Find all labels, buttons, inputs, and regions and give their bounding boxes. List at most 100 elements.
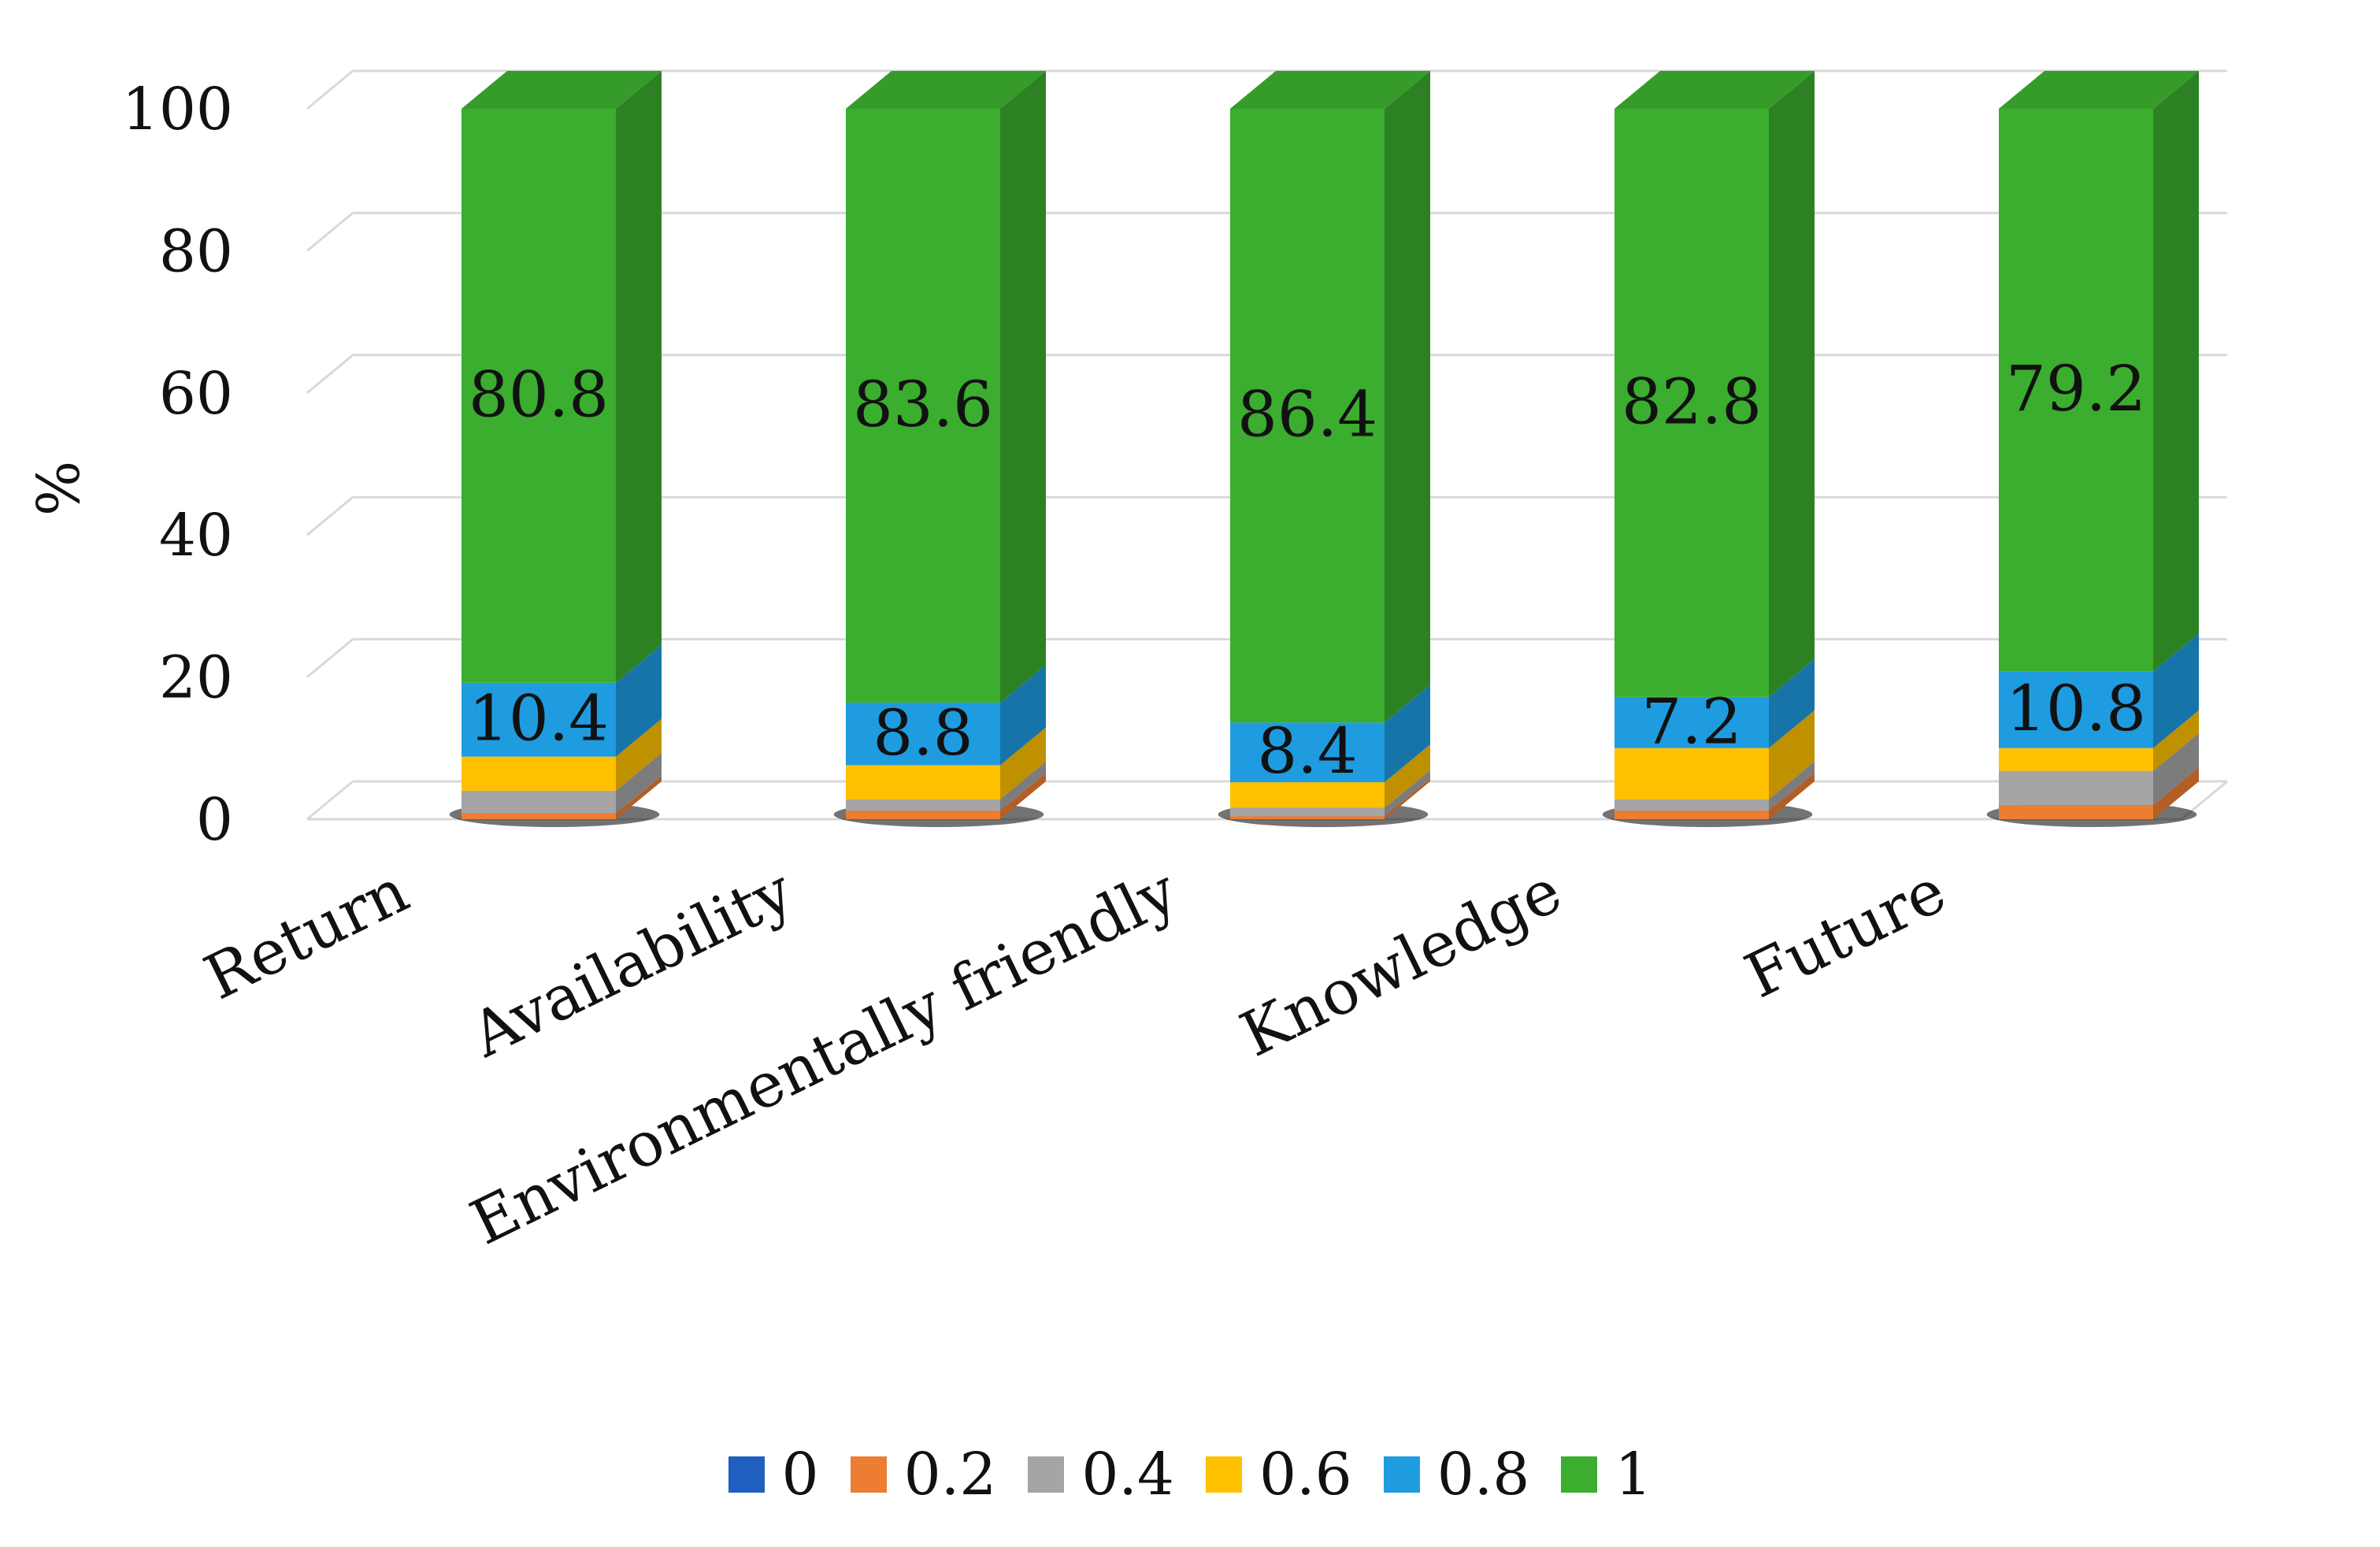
y-tick-label: 0 <box>196 786 233 854</box>
bar-segment-side <box>1385 778 1430 819</box>
bar-segment-side <box>1000 727 1046 799</box>
bar-segment <box>846 703 1000 766</box>
bar-segment <box>1999 770 2153 805</box>
bar-segment-side <box>616 718 662 791</box>
bar-segment <box>846 811 1000 819</box>
legend-swatch <box>728 1456 765 1493</box>
y-tick-label: 20 <box>159 644 233 712</box>
bar-segment-side <box>616 752 662 814</box>
bar-segment <box>1999 109 2153 672</box>
x-tick-label: Knowledge <box>1230 855 1572 1070</box>
bar-segment-side <box>2153 766 2199 819</box>
bar-segment <box>1614 799 1769 811</box>
bar-segment-side <box>1385 770 1430 817</box>
bar-segment <box>1999 748 2153 771</box>
bar-segment <box>1614 696 1769 748</box>
y-axis-ticks: 0 20 40 60 80 100 <box>122 76 233 854</box>
bar-segment-side <box>1000 665 1046 766</box>
bar-segment <box>462 813 616 819</box>
bar-segment <box>462 790 616 814</box>
data-label: 80.8 <box>469 358 609 431</box>
bar-segment <box>1230 816 1385 819</box>
bar-segment <box>1230 109 1385 723</box>
legend-label: 0.6 <box>1259 1441 1352 1508</box>
legend: 0 0.2 0.4 0.6 0.8 1 <box>0 1427 2380 1522</box>
bar-segment <box>846 109 1000 703</box>
bar-segment-side <box>616 775 662 819</box>
y-tick-label: 60 <box>159 360 233 428</box>
bar-segment <box>462 756 616 791</box>
bar-segment <box>846 799 1000 811</box>
bar-segment <box>462 109 616 683</box>
bar-segment-side <box>1385 684 1430 783</box>
data-label: 8.8 <box>873 696 973 770</box>
bar-segment-side <box>1000 773 1046 819</box>
y-tick-label: 100 <box>122 76 233 143</box>
bar-segment-side <box>2153 710 2199 771</box>
gridline-depth <box>306 69 354 110</box>
gridline-depth <box>306 212 354 252</box>
bar-segment-side <box>1769 710 1815 799</box>
data-label: 79.2 <box>2006 352 2146 425</box>
bar-segment-side <box>1385 71 1430 723</box>
legend-label: 0.4 <box>1081 1441 1174 1508</box>
legend-item: 0 <box>728 1441 819 1508</box>
gridline-depth <box>306 496 354 536</box>
bar-segment-side <box>2153 733 2199 805</box>
gridline-depth <box>306 780 354 821</box>
legend-swatch <box>1561 1456 1598 1493</box>
y-tick-label: 40 <box>159 502 233 569</box>
legend-item: 0.2 <box>850 1441 997 1508</box>
bar-segment <box>1999 804 2153 819</box>
bar-segment-side <box>2153 633 2199 748</box>
bar-top-face <box>1999 71 2199 109</box>
bar-segment-side <box>616 644 662 757</box>
data-label: 10.4 <box>469 682 609 755</box>
bar-segment <box>1614 748 1769 799</box>
legend-item: 0.6 <box>1206 1441 1352 1508</box>
bar-segment-side <box>1385 744 1430 808</box>
legend-item: 1 <box>1561 1441 1652 1508</box>
bar-segment-side <box>1769 773 1815 819</box>
bar-segment-side <box>2153 71 2199 672</box>
legend-label: 0.8 <box>1437 1441 1530 1508</box>
gridline-depth <box>306 354 354 394</box>
bar-segment <box>1230 722 1385 783</box>
bar-segment-side <box>1769 658 1815 748</box>
legend-item: 0.4 <box>1028 1441 1174 1508</box>
x-tick-label: Future <box>1735 855 1957 1012</box>
data-label: 7.2 <box>1641 684 1741 758</box>
x-tick-label: Availability <box>460 855 803 1071</box>
data-label: 82.8 <box>1622 365 1762 438</box>
bars: 80.8 10.4 83.6 8.8 86.4 8.4 82.8 7.2 79.2 10.8 <box>449 71 2199 827</box>
bar-stack: 80.8 10.4 <box>449 71 662 827</box>
bar-segment-side <box>1769 761 1815 811</box>
legend-swatch <box>1383 1456 1420 1493</box>
data-label: 8.4 <box>1257 714 1357 788</box>
bar-top-face <box>846 71 1046 109</box>
bar-segment-side <box>1769 71 1815 697</box>
y-axis-label-group: % <box>25 461 93 516</box>
bar-stack: 86.4 8.4 <box>1218 71 1430 827</box>
data-label: 83.6 <box>853 368 993 441</box>
bar-stack: 83.6 8.8 <box>833 71 1046 827</box>
bar-top-face <box>1614 71 1815 109</box>
bar-top-face <box>1230 71 1430 109</box>
legend-swatch <box>1028 1456 1065 1493</box>
legend-swatch <box>1206 1456 1242 1493</box>
bar-segment <box>1614 109 1769 697</box>
bar-top-face <box>462 71 662 109</box>
bar-segment-side <box>1000 71 1046 703</box>
bar-segment <box>462 682 616 757</box>
data-label: 10.8 <box>2006 672 2146 745</box>
x-tick-label: Return <box>195 855 420 1014</box>
data-label: 86.4 <box>1237 378 1377 451</box>
x-tick-label: Environmentally friendly <box>460 855 1188 1259</box>
bar-segment <box>1999 671 2153 748</box>
bar-segment <box>846 765 1000 799</box>
y-axis-label: % <box>25 461 93 516</box>
legend-label: 0.2 <box>903 1441 997 1508</box>
bar-stack: 79.2 10.8 <box>1986 71 2199 827</box>
